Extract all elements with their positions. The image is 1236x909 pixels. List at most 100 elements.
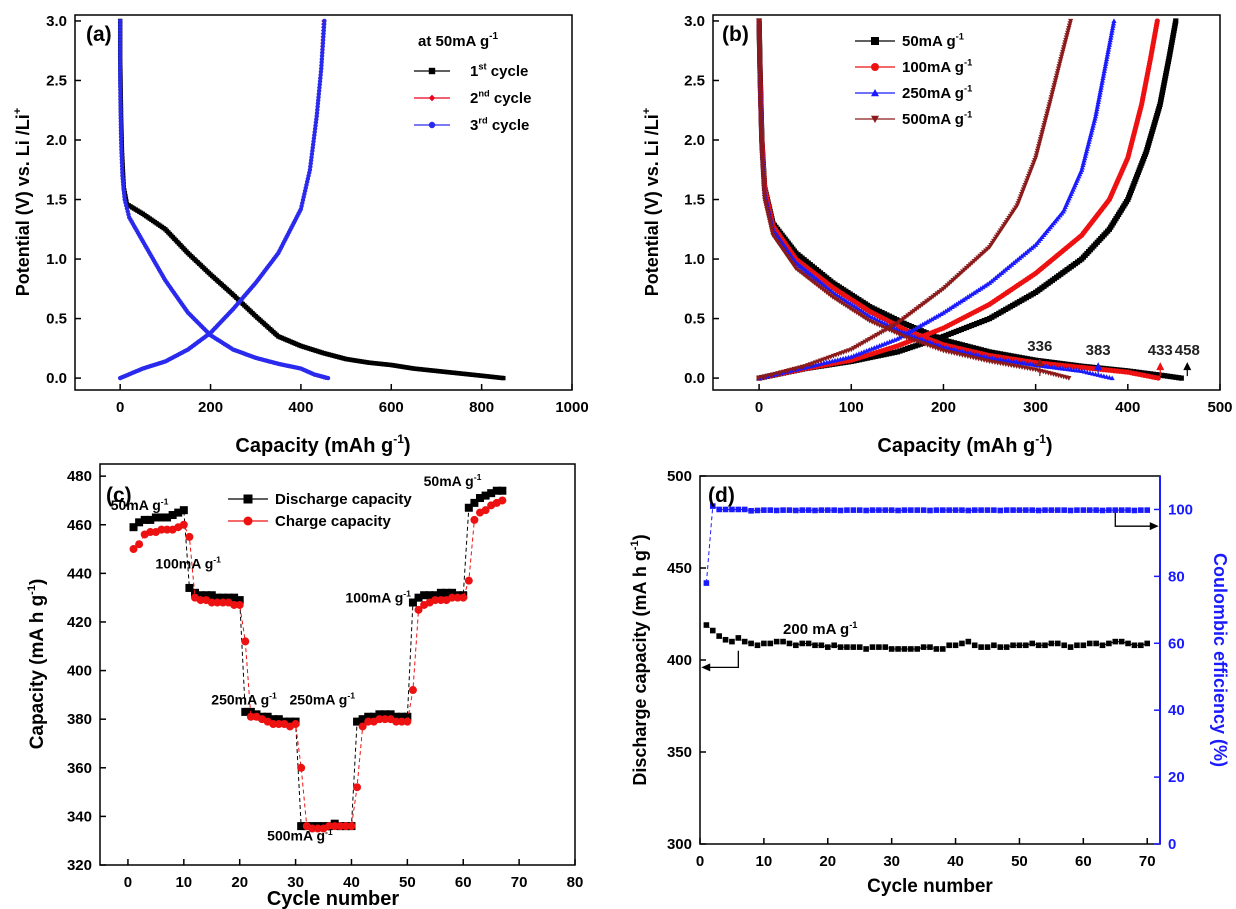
data-point xyxy=(403,717,412,726)
data-point xyxy=(1000,351,1006,357)
data-point xyxy=(765,211,771,217)
data-point xyxy=(722,506,729,513)
y2-tick-label: 80 xyxy=(1168,568,1185,585)
data-point xyxy=(1022,355,1028,361)
data-point xyxy=(358,715,367,724)
data-point xyxy=(202,591,211,600)
data-point xyxy=(1029,640,1036,647)
rate-annotation: 50mA g-1 xyxy=(424,472,482,489)
data-point xyxy=(316,88,322,93)
panel-a-chart: 0 200 400 600 800 1000 0.0 0.5 1.0 1.5 2.0 2.5 3.0 (… xyxy=(12,13,589,457)
panel-c-xlabel: Cycle number xyxy=(267,888,399,909)
data-point xyxy=(325,375,331,381)
data-point xyxy=(1052,78,1059,84)
data-point xyxy=(703,622,710,628)
data-point xyxy=(408,598,417,607)
data-point xyxy=(856,644,863,650)
right-axis-arrowhead xyxy=(1149,522,1159,531)
data-point xyxy=(448,588,457,597)
data-point xyxy=(140,515,149,524)
data-point xyxy=(386,710,395,719)
end-capacity-label: 433 xyxy=(1148,342,1173,359)
panel-a-label: (a) xyxy=(86,23,112,46)
data-point xyxy=(847,306,853,311)
data-point xyxy=(1110,20,1117,26)
y-tick-label: 350 xyxy=(667,744,692,761)
x-tick-label: 70 xyxy=(1139,853,1156,870)
data-point xyxy=(965,343,971,349)
data-point xyxy=(117,53,123,58)
data-point xyxy=(973,288,979,294)
data-point xyxy=(364,712,373,721)
data-point xyxy=(873,353,879,359)
data-point xyxy=(207,598,216,607)
data-point xyxy=(957,341,963,347)
data-point xyxy=(841,302,847,307)
data-point xyxy=(1102,63,1108,69)
data-point xyxy=(317,82,322,87)
x-tick-label: 300 xyxy=(1023,399,1048,416)
series-500mA g-discharge xyxy=(756,18,1072,381)
data-point xyxy=(1037,137,1044,142)
data-point xyxy=(980,284,986,290)
end-capacity-label: 336 xyxy=(1027,338,1052,355)
data-point xyxy=(773,507,780,514)
x-tick-label: 70 xyxy=(511,874,528,891)
data-point xyxy=(940,310,947,315)
data-point xyxy=(1108,35,1114,40)
data-point xyxy=(765,214,772,219)
data-point xyxy=(761,195,768,200)
data-point xyxy=(878,352,884,358)
end-arrowhead xyxy=(1183,362,1192,371)
data-point xyxy=(914,646,921,652)
data-point xyxy=(320,37,326,43)
data-point xyxy=(1038,134,1044,140)
y-tick-label: 500 xyxy=(667,468,692,485)
series-100mA g-charge xyxy=(756,18,1160,381)
legend-marker xyxy=(428,121,436,129)
data-point xyxy=(117,31,123,36)
series-3-charge xyxy=(117,18,327,381)
data-point xyxy=(241,707,250,716)
data-point xyxy=(1109,30,1115,35)
data-point xyxy=(729,506,735,513)
data-point xyxy=(729,638,735,645)
data-point xyxy=(830,295,836,300)
data-point xyxy=(117,72,123,77)
data-point xyxy=(1049,90,1056,95)
data-point xyxy=(945,307,951,312)
data-point xyxy=(949,304,955,310)
data-point xyxy=(962,295,969,301)
data-point xyxy=(851,309,858,314)
series-line xyxy=(119,20,324,379)
data-point xyxy=(856,507,863,513)
panel-d-xlabel: Cycle number xyxy=(867,876,993,897)
data-point xyxy=(824,644,831,650)
data-point xyxy=(119,150,124,156)
data-point xyxy=(118,87,123,93)
data-point xyxy=(453,593,462,602)
x-tick-label: 600 xyxy=(379,399,404,416)
data-point xyxy=(1044,111,1050,117)
data-point xyxy=(799,640,806,647)
data-point xyxy=(1099,507,1106,514)
series-2-charge xyxy=(117,18,326,381)
data-point xyxy=(716,633,722,639)
data-point xyxy=(913,325,919,331)
data-point xyxy=(118,109,123,115)
data-point xyxy=(320,47,325,52)
data-point xyxy=(1102,65,1108,71)
data-point xyxy=(767,507,774,513)
data-point xyxy=(805,507,812,513)
data-point xyxy=(118,81,123,86)
data-point xyxy=(954,340,960,347)
data-point xyxy=(895,507,901,514)
data-point xyxy=(1048,95,1054,100)
data-point xyxy=(1167,373,1173,380)
data-point xyxy=(230,593,239,602)
data-point xyxy=(1033,155,1039,161)
data-point xyxy=(862,316,868,321)
data-point xyxy=(117,65,123,71)
data-point xyxy=(971,290,977,295)
data-point xyxy=(1040,127,1046,133)
